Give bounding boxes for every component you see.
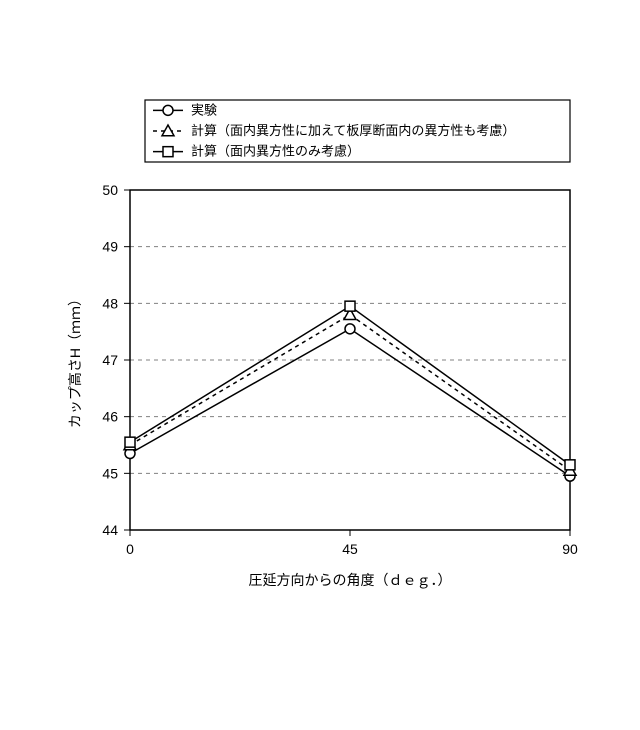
legend-label-calc-both: 計算（面内異方性に加えて板厚断面内の異方性も考慮） bbox=[191, 123, 515, 138]
svg-text:0: 0 bbox=[126, 541, 134, 557]
y-axis-label: カップ高さH（ｍｍ） bbox=[67, 292, 83, 428]
legend: 実験計算（面内異方性に加えて板厚断面内の異方性も考慮） 計算（面内異方性のみ考慮） bbox=[145, 100, 570, 162]
svg-text:44: 44 bbox=[102, 522, 118, 538]
chart-container: 0 45 90 44 45 46 47 48 49 50 圧延方向からの角度（ｄｅｇ．） カップ高さH… bbox=[0, 0, 640, 730]
svg-text:49: 49 bbox=[102, 239, 118, 255]
svg-text:48: 48 bbox=[102, 295, 118, 311]
svg-text:45: 45 bbox=[342, 541, 358, 557]
svg-text:45: 45 bbox=[102, 465, 118, 481]
svg-text:47: 47 bbox=[102, 352, 118, 368]
legend-label-experiment: 実験 bbox=[191, 102, 217, 117]
svg-text:50: 50 bbox=[102, 182, 118, 198]
svg-text:90: 90 bbox=[562, 541, 578, 557]
legend-label-calc-inplane: 計算（面内異方性のみ考慮） bbox=[191, 144, 360, 159]
x-axis-label: 圧延方向からの角度（ｄｅｇ．） bbox=[249, 572, 452, 589]
chart-svg: 0 45 90 44 45 46 47 48 49 50 圧延方向からの角度（ｄｅｇ．） カップ高さH… bbox=[0, 0, 640, 730]
svg-text:46: 46 bbox=[102, 409, 118, 425]
